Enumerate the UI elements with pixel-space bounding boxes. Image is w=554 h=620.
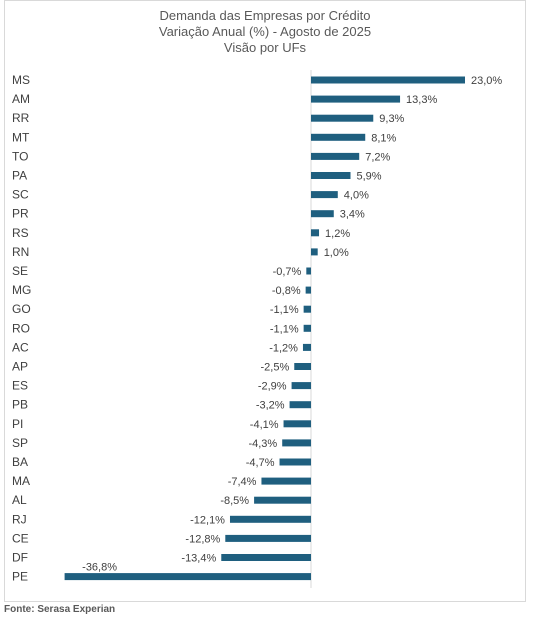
bar-pi [283, 420, 311, 428]
category-label-ro: RO [12, 321, 30, 335]
bar-mg [305, 286, 311, 294]
value-label-to: 7,2% [365, 151, 390, 163]
value-label-mt: 8,1% [371, 132, 396, 144]
bar-es [291, 382, 311, 390]
category-label-pb: PB [12, 398, 28, 412]
value-label-ap: -2,5% [261, 362, 290, 374]
bar-rs [311, 229, 320, 237]
bar-ms [311, 76, 465, 84]
bar-ap [294, 363, 311, 370]
bar-go [303, 305, 311, 313]
chart-title: Demanda das Empresas por Crédito [159, 8, 371, 23]
value-label-ms: 23,0% [471, 75, 502, 87]
value-label-pb: -3,2% [256, 400, 285, 412]
value-label-pa: 5,9% [357, 171, 382, 183]
category-label-to: TO [12, 149, 28, 163]
category-label-ms: MS [12, 73, 30, 87]
value-label-rn: 1,0% [324, 247, 349, 259]
value-label-df: -13,4% [181, 553, 216, 565]
category-label-mg: MG [12, 283, 31, 297]
category-label-rn: RN [12, 245, 29, 259]
value-label-am: 13,3% [406, 94, 437, 106]
value-label-ba: -4,7% [246, 457, 275, 469]
bar-pb [289, 401, 311, 409]
bar-rn [311, 248, 318, 256]
bar-ac [302, 343, 311, 351]
value-label-al: -8,5% [220, 495, 249, 507]
bar-sp [282, 439, 311, 447]
bar-ce [225, 534, 311, 542]
bar-ba [279, 458, 311, 466]
category-label-se: SE [12, 264, 28, 278]
bar-df [221, 554, 311, 561]
value-label-ac: -1,2% [269, 342, 298, 354]
category-label-rr: RR [12, 111, 30, 125]
value-label-ma: -7,4% [228, 476, 257, 488]
category-label-pr: PR [12, 207, 29, 221]
value-label-mg: -0,8% [272, 285, 301, 297]
value-label-ro: -1,1% [270, 323, 299, 335]
category-label-ce: CE [12, 531, 29, 545]
category-label-ma: MA [12, 474, 30, 488]
category-label-pa: PA [12, 169, 27, 183]
value-label-pi: -4,1% [250, 419, 279, 431]
bar-ma [261, 477, 311, 485]
value-label-es: -2,9% [258, 381, 287, 393]
bar-mt [311, 133, 366, 141]
bar-rj [229, 515, 311, 523]
bar-pe [64, 573, 311, 581]
category-label-ap: AP [12, 360, 28, 374]
value-label-se: -0,7% [273, 266, 302, 278]
value-label-go: -1,1% [270, 304, 299, 316]
bar-to [311, 152, 360, 160]
bar-ro [303, 324, 311, 332]
category-label-sc: SC [12, 188, 29, 202]
category-label-pe: PE [12, 570, 28, 584]
bar-rr [311, 114, 374, 122]
bar-al [254, 496, 311, 504]
value-label-rj: -12,1% [190, 514, 225, 526]
category-label-am: AM [12, 92, 30, 106]
category-label-ac: AC [12, 340, 29, 354]
value-label-pr: 3,4% [340, 209, 365, 221]
category-label-es: ES [12, 379, 28, 393]
chart-subtitle-2: Visão por UFs [223, 40, 307, 55]
value-label-pe: -36,8% [82, 562, 117, 574]
category-label-rs: RS [12, 226, 29, 240]
bar-chart: MS 23,0% AM 13,3% RR 9,3% MT 8,1% TO 7,2% PA 5,9% SC… [12, 70, 502, 588]
value-label-sc: 4,0% [344, 190, 369, 202]
source-note: Fonte: Serasa Experian [4, 604, 116, 615]
chart-titles: Demanda das Empresas por Crédito Variaçã… [4, 8, 526, 56]
category-label-rj: RJ [12, 512, 27, 526]
category-label-ba: BA [12, 455, 28, 469]
value-label-rs: 1,2% [325, 228, 350, 240]
value-label-rr: 9,3% [379, 113, 404, 125]
bar-am [311, 95, 401, 103]
category-label-go: GO [12, 302, 31, 316]
category-label-al: AL [12, 493, 27, 507]
bar-pr [311, 210, 334, 218]
value-label-sp: -4,3% [248, 438, 277, 450]
category-label-sp: SP [12, 436, 28, 450]
bar-se [306, 267, 311, 275]
bar-sc [311, 191, 338, 199]
category-label-df: DF [12, 551, 28, 565]
value-label-ce: -12,8% [185, 533, 220, 545]
bar-pa [311, 172, 351, 179]
category-label-pi: PI [12, 417, 23, 431]
category-label-mt: MT [12, 130, 30, 144]
chart-subtitle: Variação Anual (%) - Agosto de 2025 [158, 24, 372, 39]
